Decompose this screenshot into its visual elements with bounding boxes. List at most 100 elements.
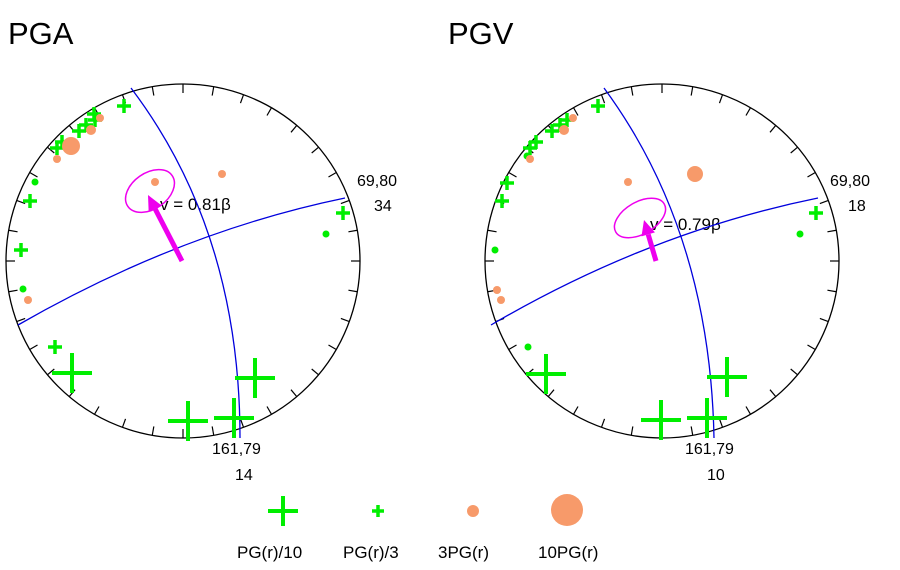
marker-dot-orange	[218, 170, 226, 178]
great-circle-pga-1	[17, 197, 346, 326]
marker-cross-large	[235, 358, 275, 398]
stereonet-tick	[29, 344, 38, 351]
stereonet-tick	[769, 389, 777, 397]
marker-dot-orange	[53, 155, 61, 163]
stereonet-tick	[718, 94, 724, 104]
marker-dot-green	[19, 285, 27, 293]
legend-label-1: PG(r)/10	[237, 543, 302, 562]
stereonet-tick	[827, 289, 837, 293]
stereonet-tick	[16, 317, 26, 323]
stereonet-tick	[68, 389, 76, 397]
stereonet-tick	[47, 368, 55, 376]
legend-marker-3	[467, 505, 479, 517]
panel-title-pgv: PGV	[448, 16, 514, 51]
stereonet-tick	[290, 125, 298, 133]
stereonet-tick	[211, 86, 215, 96]
directivity-arrow-pgv	[645, 233, 659, 262]
marker-cross-small	[591, 99, 605, 113]
plane-sub-pga-1: 34	[374, 198, 392, 215]
legend-marker-4	[551, 494, 583, 526]
stereonet-tick	[572, 406, 579, 415]
marker-cross-small	[336, 206, 350, 220]
marker-dot-green	[322, 230, 330, 238]
marker-cross-small	[14, 243, 28, 257]
marker-cross-small	[809, 206, 823, 220]
stereonet-tick	[93, 406, 100, 415]
stereonet-tick	[29, 171, 38, 178]
marker-dot-green	[796, 230, 804, 238]
marker-cross-small	[545, 124, 559, 138]
stereonet-tick	[8, 289, 18, 293]
stereonet-tick	[266, 107, 273, 116]
plane-sub-pga-2: 14	[235, 467, 253, 484]
marker-cross-small	[117, 99, 131, 113]
great-circle-pgv-2	[603, 87, 715, 439]
plane-label-pgv-2: 161,79	[685, 441, 734, 458]
stereonet-tick	[16, 199, 26, 205]
legend-label-3: 3PG(r)	[438, 543, 489, 562]
great-circle-pga-2	[130, 87, 241, 439]
marker-cross-large	[687, 398, 727, 438]
stereonet-tick	[47, 146, 55, 154]
marker-cross-small	[87, 107, 101, 121]
uncertainty-ellipse-pgv	[613, 197, 667, 239]
marker-cross-small	[523, 141, 537, 155]
directivity-arrowhead-pgv	[641, 220, 655, 237]
marker-dot-green	[491, 246, 499, 254]
marker-cross-large	[52, 353, 92, 393]
stereonet-tick	[340, 199, 350, 205]
marker-cross-small	[500, 176, 514, 190]
stereonet-tick	[151, 86, 155, 96]
marker-cross-large	[168, 401, 208, 441]
legend-marker-2	[372, 505, 384, 517]
marker-dot-orange	[62, 137, 80, 155]
marker-cross-large	[214, 398, 254, 438]
marker-dot-orange	[569, 114, 577, 122]
stereonet-tick	[328, 344, 337, 351]
stereonet-tick	[311, 146, 319, 154]
stereonet-tick	[600, 418, 606, 428]
plane-label-pgv-1: 69,80	[830, 173, 870, 190]
stereonet-tick	[690, 426, 694, 436]
marker-cross-small	[72, 124, 86, 138]
marker-dot-green	[524, 343, 532, 351]
stereonet-tick	[487, 229, 497, 233]
stereonet-tick	[827, 229, 837, 233]
marker-dot-orange	[497, 296, 505, 304]
stereonet-tick	[328, 171, 337, 178]
stereonet-tick	[572, 107, 579, 116]
marker-dot-orange	[151, 178, 159, 186]
directivity-arrowhead-pga	[148, 195, 162, 212]
stereonet-tick	[290, 389, 298, 397]
stereonet-tick	[508, 344, 517, 351]
plane-label-pga-2: 161,79	[212, 441, 261, 458]
directivity-arrow-pga	[152, 207, 185, 263]
legend-label-4: 10PG(r)	[538, 543, 598, 562]
stereonet-tick	[819, 199, 829, 205]
uncertainty-ellipse-pga	[124, 168, 176, 214]
marker-cross-large	[526, 354, 566, 394]
marker-dot-orange	[86, 125, 96, 135]
stereonet-tick	[348, 289, 358, 293]
stereonet-tick	[745, 406, 752, 415]
stereonet-circle-pgv	[484, 83, 840, 439]
stereonet-tick	[239, 418, 245, 428]
marker-dot-orange	[96, 114, 104, 122]
marker-cross-small	[48, 340, 62, 354]
stereonet-tick	[311, 368, 319, 376]
stereonet-tick	[211, 426, 215, 436]
plane-sub-pgv-1: 18	[848, 198, 866, 215]
velocity-label-pgv: v = 0.79β	[650, 215, 721, 234]
stereonet-tick	[348, 229, 358, 233]
stereonet-tick	[807, 344, 816, 351]
velocity-label-pga: v = 0.81β	[160, 195, 231, 214]
stereonet-tick	[745, 107, 752, 116]
stereonet-tick	[690, 86, 694, 96]
marker-dot-orange	[559, 125, 569, 135]
plane-sub-pgv-2: 10	[707, 467, 725, 484]
marker-dot-orange	[624, 178, 632, 186]
stereonet-tick	[151, 426, 155, 436]
marker-cross-small	[495, 194, 509, 208]
marker-dot-green	[31, 178, 39, 186]
legend-marker-1	[268, 496, 298, 526]
